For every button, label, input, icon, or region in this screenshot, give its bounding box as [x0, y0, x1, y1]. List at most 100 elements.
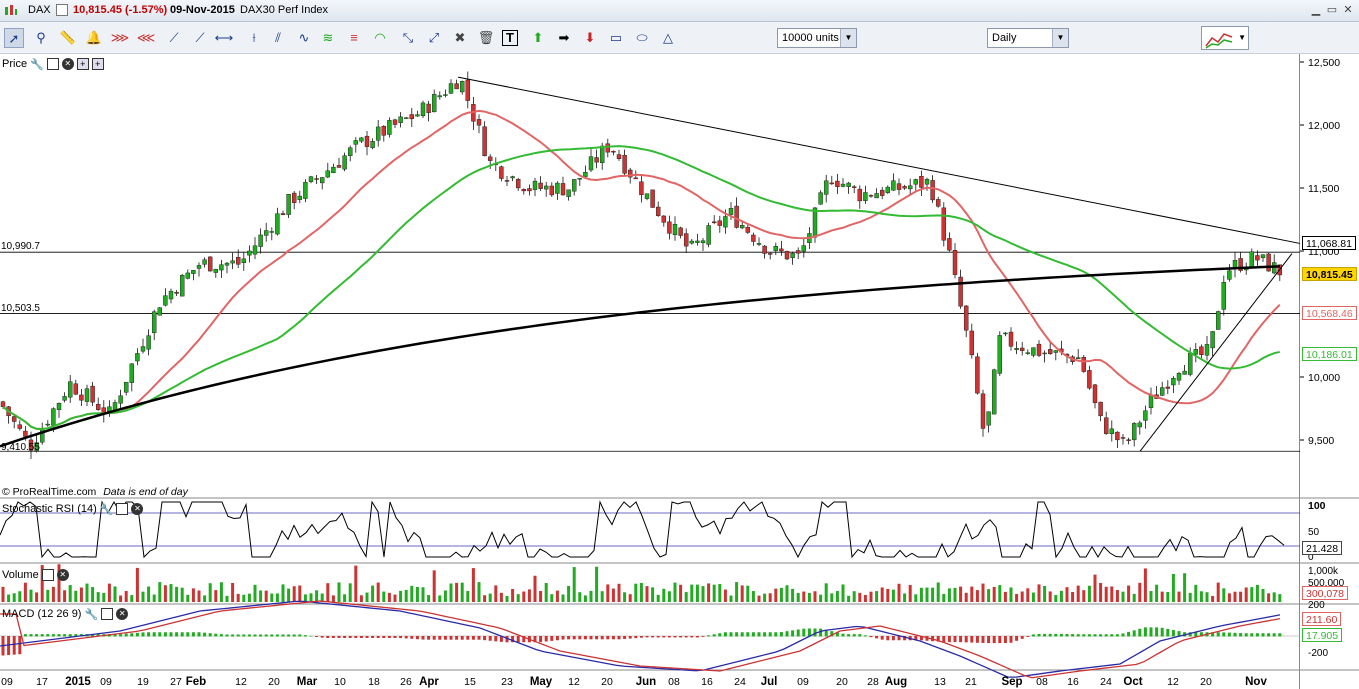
candle-body	[874, 193, 879, 199]
volume-bar	[393, 594, 397, 602]
volume-panel-title: Volume	[2, 569, 39, 581]
macd-histogram-bar	[348, 636, 352, 638]
macd-histogram-bar	[684, 636, 688, 638]
candle-body	[286, 194, 291, 215]
triangle-icon[interactable]: △	[663, 30, 673, 45]
zoom-icon[interactable]: ⚲	[36, 30, 46, 45]
fibonacci-icon[interactable]: ≡	[350, 30, 358, 45]
window-icon[interactable]	[46, 58, 59, 70]
trendline-icon[interactable]: ⟋	[169, 30, 179, 45]
volume-bar	[1250, 587, 1254, 602]
window-icon[interactable]	[116, 503, 129, 515]
volume-bar	[583, 595, 587, 602]
down-arrow-icon[interactable]: ⬇	[584, 30, 596, 45]
minimize-icon[interactable]: ▁	[1311, 4, 1321, 16]
units-select[interactable]: 10000 units ▼	[777, 28, 857, 48]
fan-icon[interactable]: ⋙	[110, 30, 130, 45]
close-icon[interactable]: ✕	[131, 503, 144, 515]
chart-style-button[interactable]: ▼	[1201, 26, 1249, 50]
volume-bar	[539, 590, 543, 602]
candle-body	[818, 192, 823, 205]
trendline-icon[interactable]: ⟋	[195, 30, 205, 45]
volume-bar	[667, 591, 671, 602]
arrow-icon[interactable]: ⤡	[402, 30, 414, 45]
candle-body	[135, 353, 140, 362]
text-icon[interactable]: T	[502, 30, 518, 46]
macd-histogram-bar	[320, 636, 324, 638]
macd-histogram-bar	[186, 632, 190, 637]
tools-icon[interactable]: ✖	[454, 30, 466, 45]
volume-bar	[847, 595, 851, 602]
close-icon[interactable]: ✕	[116, 608, 129, 620]
candle-body	[241, 258, 247, 264]
volume-bar	[191, 588, 195, 602]
wrench-icon[interactable]: 🔧	[84, 608, 99, 621]
ray-icon[interactable]: ⟷	[214, 30, 234, 45]
macd-histogram-bar	[1233, 632, 1237, 637]
arrow-icon[interactable]: ⤢	[428, 30, 440, 45]
macd-histogram-bar	[231, 634, 235, 637]
macd-histogram-bar	[807, 628, 811, 637]
candle-body	[1171, 378, 1176, 386]
volume-bar	[365, 592, 369, 602]
macd-histogram-bar	[466, 636, 470, 640]
macd-histogram-bar	[959, 636, 963, 643]
right-arrow-icon[interactable]: ➡	[558, 30, 570, 45]
volume-panel[interactable]	[1, 564, 1282, 602]
wrench-icon[interactable]: 🔧	[99, 503, 114, 516]
ellipse-icon[interactable]: ⬭	[636, 30, 648, 45]
vline-icon[interactable]: ⟊	[252, 30, 256, 45]
volume-bar	[875, 591, 879, 602]
wave-icon[interactable]: ∿	[298, 30, 310, 45]
macd-histogram-bar	[516, 636, 520, 643]
trash-icon[interactable]: 🗑	[477, 30, 495, 45]
period-select[interactable]: Daily ▼	[987, 28, 1069, 48]
close-icon[interactable]: ✕	[61, 58, 74, 70]
close-icon[interactable]: ✕	[1343, 4, 1353, 16]
close-icon[interactable]: ✕	[56, 569, 69, 581]
macd-histogram-bar	[707, 635, 711, 637]
volume-bar	[259, 590, 263, 602]
volume-bar	[959, 586, 963, 602]
x-tick-label: Oct	[1123, 676, 1142, 688]
macd-histogram-bar	[1015, 636, 1019, 641]
stochastic-rsi-panel[interactable]	[0, 500, 1300, 559]
chevron-down-icon: ▼	[840, 29, 856, 47]
volume-bar	[471, 568, 475, 602]
options-icon[interactable]: +	[91, 58, 104, 70]
candle-body	[745, 226, 750, 233]
up-arrow-icon[interactable]: ⬆	[532, 30, 544, 45]
ruler-icon[interactable]: 📏	[59, 30, 77, 45]
macd-panel[interactable]	[0, 600, 1300, 679]
window-icon[interactable]	[101, 608, 114, 620]
candle-body	[1137, 422, 1143, 428]
macd-histogram-bar	[729, 632, 733, 637]
volume-bar	[309, 593, 313, 602]
volume-bar	[684, 592, 688, 602]
pin-icon[interactable]	[56, 4, 68, 16]
maximize-icon[interactable]: ▭	[1326, 4, 1338, 16]
channel-icon[interactable]: ⫽	[275, 30, 281, 45]
candle-body	[656, 206, 661, 216]
window-icon[interactable]	[41, 569, 54, 581]
chart-area[interactable]: 09 17 2015 09 19 27 Feb 12 20 Mar 10 18 26 Apr 15 23 May…	[0, 54, 1359, 689]
rectangle-icon[interactable]: ▭	[609, 30, 623, 45]
pointer-icon[interactable]: ➚	[4, 28, 24, 48]
macd-histogram-bar	[175, 632, 179, 637]
volume-bar	[606, 584, 610, 602]
wave-icon[interactable]: ≋	[322, 30, 334, 45]
price-panel[interactable]	[0, 71, 1301, 459]
candle-body	[264, 230, 269, 236]
macd-histogram-bar	[29, 634, 33, 637]
candle-body	[622, 154, 627, 174]
wrench-icon[interactable]: 🔧	[30, 58, 44, 71]
macd-histogram-bar	[242, 634, 246, 637]
macd-histogram-bar	[819, 628, 823, 637]
add-icon[interactable]: +	[76, 58, 89, 70]
fan-icon[interactable]: ⋘	[136, 30, 156, 45]
volume-bar	[1222, 588, 1226, 602]
arc-icon[interactable]: ◠	[374, 30, 386, 45]
price-tag-mid-ma: 10,186.01	[1302, 347, 1357, 361]
alarm-icon[interactable]: 🔔	[85, 30, 103, 45]
macd-histogram-bar	[1143, 627, 1147, 637]
